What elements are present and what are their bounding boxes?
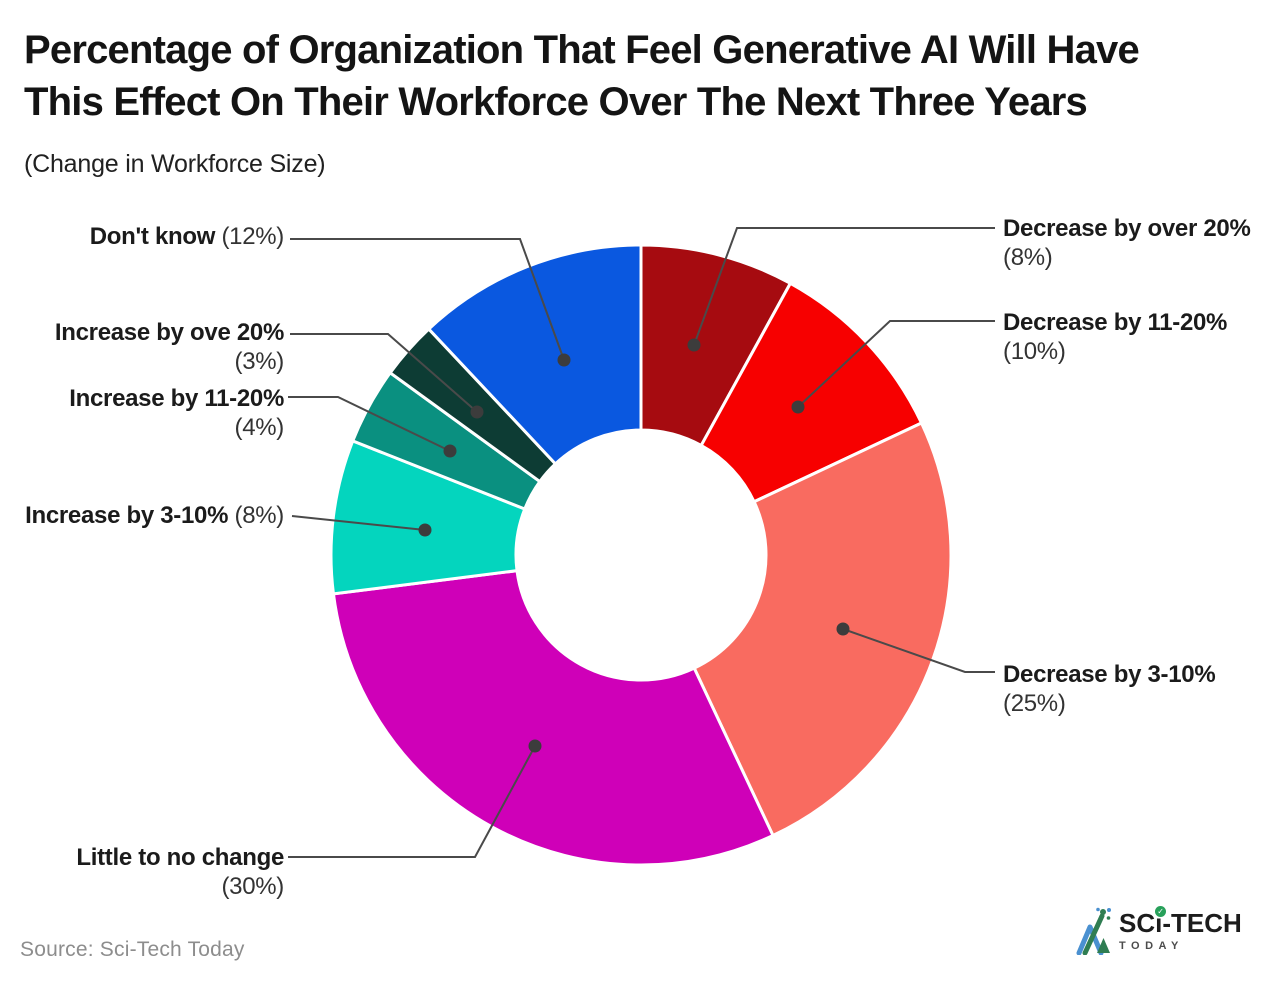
leader-line-little-to-no-change [288,745,536,858]
label-percent: (12%) [221,223,284,250]
sci-tech-today-logo: SC ı ✓ -TECH TODAY [1076,906,1242,955]
leader-line-don-t-know [290,238,565,361]
label-name: Decrease by over 20% [1003,215,1251,242]
label-little-to-no-change: Little to no change (30%) [76,843,284,901]
logo-brand-right: -TECH [1162,908,1242,938]
leader-dot-decrease-by-over-20 [687,338,701,352]
label-don-t-know: Don't know (12%) [89,222,285,251]
segment-little-to-no-change [331,568,775,867]
chart-subtitle: (Change in Workforce Size) [24,150,326,178]
label-name: Increase by 11-20% [69,385,284,412]
leader-line-increase-by-ove-20 [290,333,478,413]
segment-don-t-know [426,243,643,466]
label-name: Increase by 3-10% [25,502,229,529]
label-increase-by-3-10: Increase by 3-10% (8%) [25,501,284,530]
label-percent: (30%) [221,873,284,900]
logo-brand-left: SC [1119,908,1156,938]
label-percent: (8%) [234,502,285,529]
label-name: Decrease by 3-10% [1003,661,1216,688]
label-percent: (8%) [1003,244,1053,271]
page-title-line2: This Effect On Their Workforce Over The … [24,80,1088,124]
segment-decrease-by-3-10 [692,421,953,838]
leader-dot-increase-by-3-10 [418,523,432,537]
leader-dot-little-to-no-change [528,739,542,753]
logo-text: SC ı ✓ -TECH TODAY [1119,906,1242,952]
page-title-line1: Percentage of Organization That Feel Gen… [24,28,1140,72]
leader-dot-decrease-by-3-10 [836,622,850,636]
leader-dot-decrease-by-11-20 [791,400,805,414]
label-percent: (4%) [234,414,285,441]
label-name: Increase by ove 20% [54,319,284,346]
logo-check-icon: ✓ [1155,906,1167,917]
sci-tech-logo-mark [1076,907,1111,955]
segment-decrease-by-11-20 [699,281,924,504]
label-percent: (10%) [1003,338,1066,365]
label-percent: (3%) [234,348,285,375]
label-name: Don't know [89,223,216,250]
leader-line-increase-by-11-20 [288,396,451,452]
logo-brand-i: ı ✓ [1155,906,1167,936]
leader-line-decrease-by-3-10 [842,628,995,673]
logo-brand: SC ı ✓ -TECH [1119,906,1242,938]
label-name: Decrease by 11-20% [1003,309,1228,336]
leader-dot-increase-by-11-20 [443,444,457,458]
leader-line-decrease-by-over-20 [693,227,995,346]
leader-line-increase-by-3-10 [291,515,426,531]
source-note: Source: Sci-Tech Today [20,938,245,961]
label-increase-by-ove-20: Increase by ove 20% (3%) [55,318,284,376]
label-increase-by-11-20: Increase by 11-20% (4%) [69,384,284,442]
page-title: Percentage of Organization That Feel Gen… [24,24,1264,128]
label-decrease-by-11-20: Decrease by 11-20% (10%) [1003,308,1227,366]
leader-dot-increase-by-ove-20 [470,405,484,419]
logo-today: TODAY [1119,940,1184,952]
label-decrease-by-3-10: Decrease by 3-10% (25%) [1003,660,1216,718]
leader-dot-don-t-know [557,353,571,367]
leader-line-decrease-by-11-20 [797,320,995,408]
label-name: Little to no change [76,844,284,871]
label-percent: (25%) [1003,690,1066,717]
label-decrease-by-over-20: Decrease by over 20% (8%) [1003,214,1251,272]
